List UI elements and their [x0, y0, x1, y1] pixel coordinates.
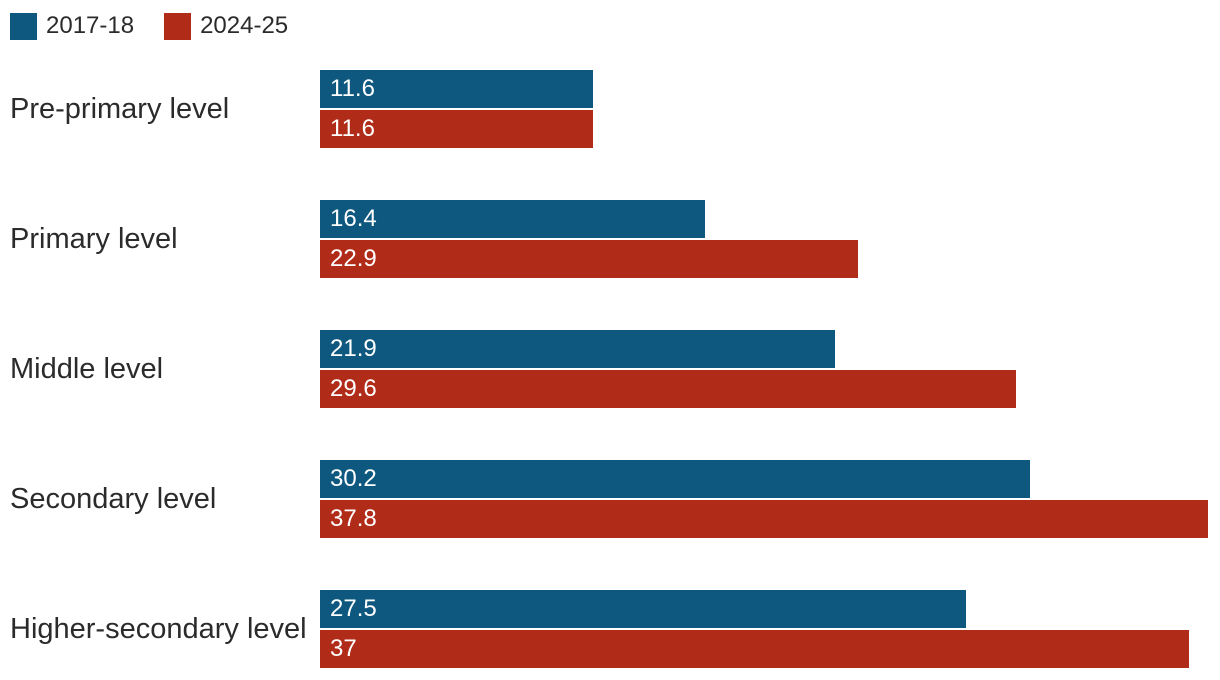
bar-2024-25: 11.6 — [320, 110, 593, 148]
bar-pair: 30.2 37.8 — [320, 460, 1220, 538]
bar-value-label: 16.4 — [330, 205, 377, 232]
bar-value-label: 11.6 — [330, 115, 375, 142]
bar-row: Pre-primary level 11.6 11.6 — [0, 70, 1220, 148]
category-label: Middle level — [10, 352, 164, 385]
legend-item-2017-18: 2017-18 — [10, 12, 134, 40]
bar-2024-25: 37.8 — [320, 500, 1209, 538]
legend: 2017-18 2024-25 — [0, 0, 1220, 40]
bar-value-label: 37 — [330, 635, 357, 662]
bar-2017-18: 21.9 — [320, 330, 835, 368]
bar-value-label: 29.6 — [330, 375, 377, 402]
legend-label: 2017-18 — [46, 12, 135, 39]
legend-swatch — [164, 12, 192, 40]
bar-pair: 21.9 29.6 — [320, 330, 1220, 408]
bar-pair: 16.4 22.9 — [320, 200, 1220, 278]
category-label: Primary level — [10, 222, 178, 255]
legend-label: 2024-25 — [200, 12, 289, 39]
bar-row: Middle level 21.9 29.6 — [0, 330, 1220, 408]
bar-2024-25: 22.9 — [320, 240, 859, 278]
bar-value-label: 30.2 — [330, 465, 377, 492]
category-label: Pre-primary level — [10, 92, 230, 125]
bar-row: Higher-secondary level 27.5 37 — [0, 590, 1220, 668]
bar-2024-25: 37 — [320, 630, 1190, 668]
bar-value-label: 37.8 — [330, 505, 377, 532]
bar-2017-18: 30.2 — [320, 460, 1030, 498]
bar-row: Secondary level 30.2 37.8 — [0, 460, 1220, 538]
chart-rows: Pre-primary level 11.6 11.6 Primary leve… — [0, 70, 1220, 668]
bar-2017-18: 11.6 — [320, 70, 593, 108]
legend-swatch — [10, 12, 37, 40]
category-label: Secondary level — [10, 482, 217, 515]
category-label: Higher-secondary level — [10, 612, 307, 645]
bar-value-label: 21.9 — [330, 335, 377, 362]
bar-value-label: 22.9 — [330, 245, 377, 272]
bar-pair: 11.6 11.6 — [320, 70, 1220, 148]
bar-pair: 27.5 37 — [320, 590, 1220, 668]
bar-row: Primary level 16.4 22.9 — [0, 200, 1220, 278]
legend-item-2024-25: 2024-25 — [164, 12, 288, 40]
bar-value-label: 27.5 — [330, 595, 377, 622]
bar-2017-18: 27.5 — [320, 590, 967, 628]
bar-2017-18: 16.4 — [320, 200, 706, 238]
bar-value-label: 11.6 — [330, 75, 375, 102]
bar-2024-25: 29.6 — [320, 370, 1016, 408]
